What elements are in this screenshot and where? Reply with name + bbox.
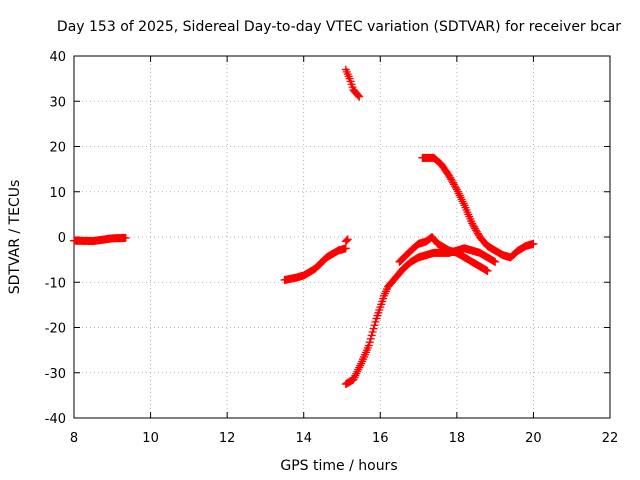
series-pass-2-tail — [341, 235, 352, 246]
x-tick-label: 20 — [525, 431, 542, 446]
tick-layer: 8 10 12 14 16 18 20 22 -40 -30 -20 -10 0 10 20 30 40 — [45, 50, 619, 446]
data-point — [451, 183, 460, 192]
data-point — [354, 91, 363, 100]
y-tick-label: -30 — [45, 367, 66, 382]
data-point — [349, 375, 358, 384]
data-point — [364, 341, 373, 350]
data-point — [354, 365, 363, 374]
data-point — [449, 178, 458, 187]
data-point — [470, 222, 479, 231]
y-axis-label: SDTVAR / TECUs — [7, 180, 23, 295]
y-tick-label: 30 — [49, 95, 66, 110]
data-point — [446, 173, 455, 182]
y-tick-label: -10 — [45, 276, 66, 291]
data-point — [483, 266, 492, 275]
chart-title: Day 153 of 2025, Sidereal Day-to-day VTE… — [57, 19, 621, 35]
series-pass-2 — [280, 244, 350, 284]
data-point — [365, 338, 374, 347]
data-point — [121, 233, 130, 242]
data-point — [471, 224, 480, 233]
data-point — [455, 191, 464, 200]
data-point — [366, 334, 375, 343]
data-point — [371, 317, 380, 326]
series-pass-1 — [70, 233, 130, 246]
data-point — [352, 369, 361, 378]
grid-layer — [74, 56, 610, 418]
y-tick-label: 20 — [49, 141, 66, 156]
series-pass-4 — [341, 244, 500, 389]
data-point — [368, 328, 377, 337]
data-point — [350, 373, 359, 382]
data-point — [369, 324, 378, 333]
x-tick-label: 14 — [295, 431, 312, 446]
data-point — [356, 361, 365, 370]
y-tick-label: 0 — [58, 231, 66, 246]
data-point — [472, 227, 481, 236]
data-point — [353, 367, 362, 376]
data-point — [473, 229, 482, 238]
data-point — [459, 199, 468, 208]
data-point — [458, 197, 467, 206]
data-point — [343, 235, 352, 244]
x-tick-label: 10 — [142, 431, 159, 446]
data-point — [450, 182, 459, 191]
series-pass-3 — [341, 65, 364, 101]
data-point — [447, 175, 456, 184]
data-point — [342, 236, 351, 245]
data-point — [355, 363, 364, 372]
y-tick-label: 10 — [49, 186, 66, 201]
data-point — [449, 180, 458, 189]
x-axis-label: GPS time / hours — [280, 458, 397, 474]
data-point — [367, 331, 376, 340]
data-point — [351, 371, 360, 380]
data-point — [448, 177, 457, 186]
x-tick-label: 12 — [219, 431, 236, 446]
y-tick-label: -40 — [45, 412, 66, 427]
data-layer — [70, 65, 538, 389]
data-point — [445, 171, 454, 180]
data-point — [370, 321, 379, 330]
data-point — [472, 226, 480, 235]
data-point — [491, 257, 500, 266]
y-tick-label: 40 — [49, 50, 66, 65]
x-tick-label: 18 — [449, 431, 466, 446]
data-point — [529, 239, 538, 248]
data-point — [468, 219, 477, 228]
data-point — [454, 189, 463, 198]
data-point — [355, 92, 364, 101]
series-pass-5 — [395, 233, 492, 275]
series-pass-6 — [418, 153, 538, 262]
data-point — [456, 193, 465, 202]
y-tick-label: -20 — [45, 322, 66, 337]
x-tick-label: 8 — [70, 431, 78, 446]
data-point — [469, 221, 478, 230]
x-tick-label: 16 — [372, 431, 389, 446]
data-point — [457, 195, 466, 204]
data-point — [341, 244, 350, 253]
data-point — [453, 187, 462, 196]
x-tick-label: 22 — [602, 431, 619, 446]
data-point — [452, 185, 461, 194]
